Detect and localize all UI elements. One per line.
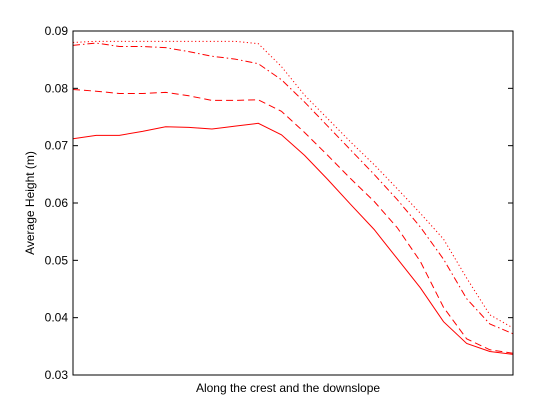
plot-area — [73, 31, 513, 375]
x-axis-label: Along the crest and the downslope — [196, 381, 380, 395]
y-axis-label: Average Height (m) — [23, 151, 37, 255]
y-tick-label: 0.07 — [45, 139, 69, 153]
y-tick-label: 0.06 — [45, 196, 69, 210]
y-tick-label: 0.04 — [45, 311, 69, 325]
y-tick-label: 0.05 — [45, 253, 69, 267]
y-tick-label: 0.08 — [45, 81, 69, 95]
y-tick-label: 0.03 — [45, 368, 69, 382]
y-tick-label: 0.09 — [45, 24, 69, 38]
